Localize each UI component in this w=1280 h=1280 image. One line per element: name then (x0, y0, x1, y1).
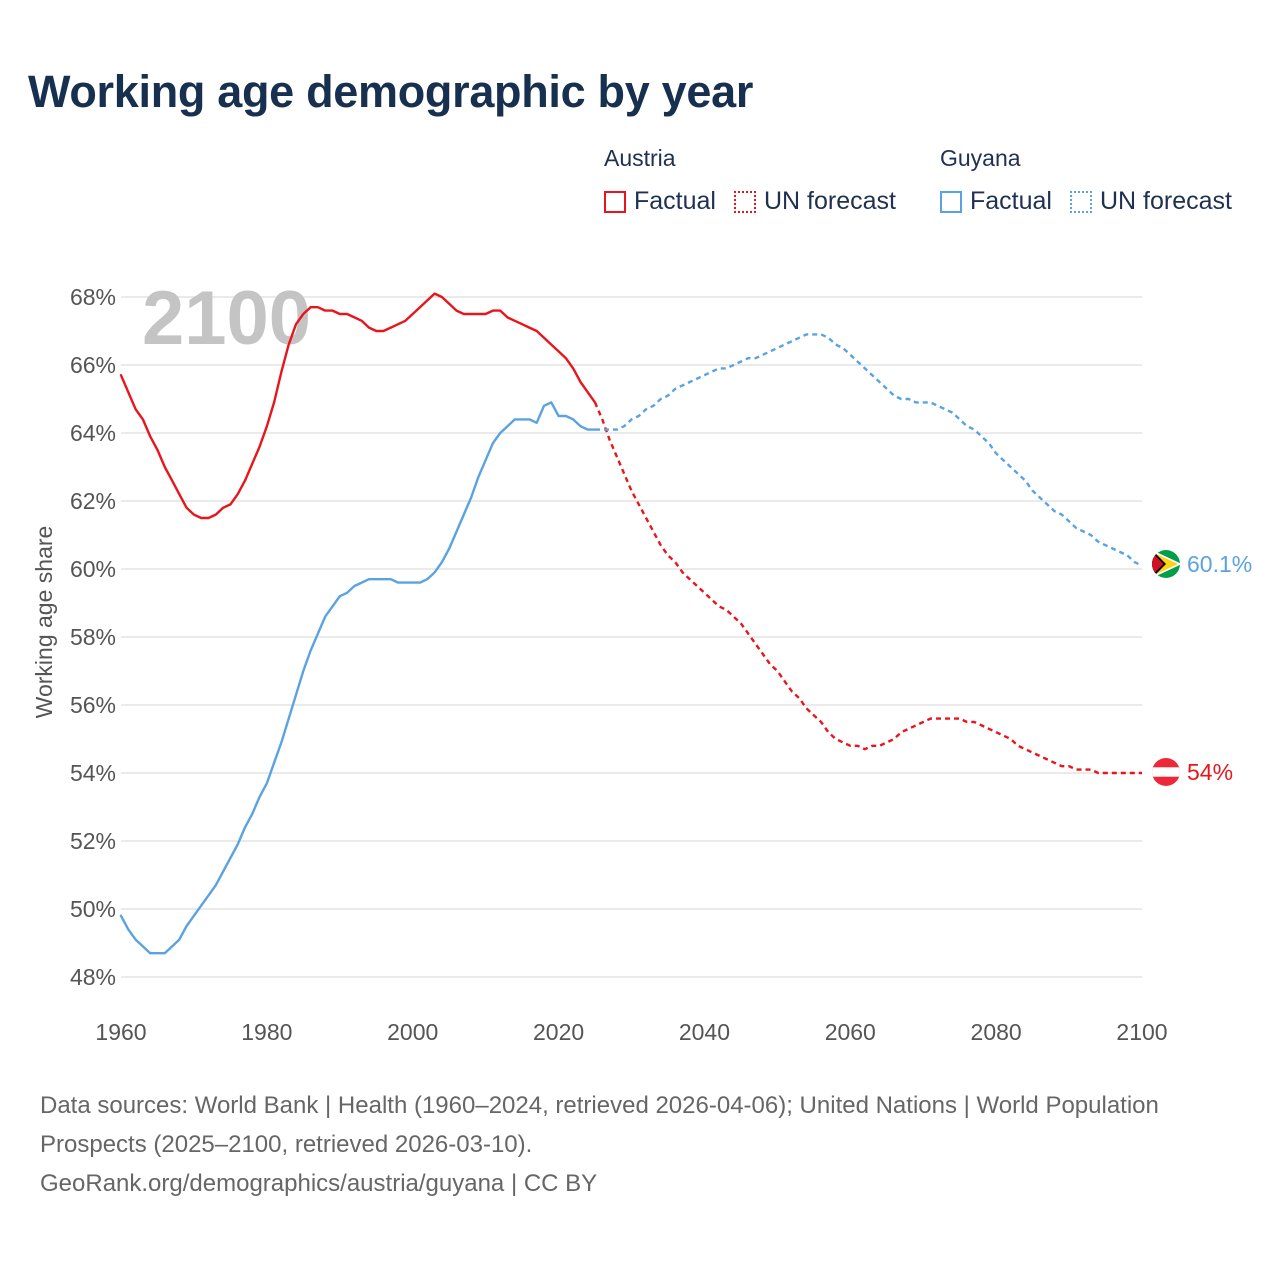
legend-label: UN forecast (763, 187, 896, 215)
legend-guyana-factual[interactable]: Factual (940, 187, 1052, 216)
austria-forecast-line (593, 401, 1142, 775)
legend-austria-forecast[interactable]: UN forecast (733, 187, 896, 216)
x-tick-label: 2060 (825, 1019, 876, 1045)
y-tick-label: 68% (70, 284, 116, 310)
legend-guyana: Guyana Factual UN forecast (940, 145, 1232, 216)
x-tick-label: 1980 (241, 1019, 292, 1045)
credit-link[interactable]: GeoRank.org/demographics/austria/guyana … (40, 1170, 598, 1197)
austria-flag-icon (1152, 758, 1180, 786)
legend-swatch-dotted (1069, 190, 1092, 213)
x-tick-label: 2000 (387, 1019, 438, 1045)
legend-label: UN forecast (1099, 187, 1232, 215)
austria-end-label: 54% (1187, 759, 1233, 785)
x-tick-label: 2020 (533, 1019, 584, 1045)
legend-austria: Austria Factual UN forecast (604, 145, 914, 216)
y-tick-label: 50% (70, 896, 116, 922)
y-tick-label: 64% (70, 420, 116, 446)
y-axis-label: Working age share (31, 526, 57, 719)
chart-title: Working age demographic by year (28, 66, 754, 117)
guyana-flag-icon (1152, 550, 1180, 578)
legend-swatch-solid (604, 190, 626, 213)
legend-country-austria: Austria (604, 145, 676, 171)
y-tick-label: 56% (70, 692, 116, 718)
y-tick-label: 54% (70, 760, 116, 786)
y-tick-label: 58% (70, 624, 116, 650)
legend-label: Factual (970, 187, 1052, 215)
x-tick-label: 1960 (95, 1019, 146, 1045)
line-chart: 48% 50% 52% 54% 56% 58% 60% 62% 64% 66% 68% 1960 198… (31, 276, 1252, 1045)
guyana-factual-line (119, 401, 597, 955)
x-tick-label: 2100 (1116, 1019, 1167, 1045)
legend-swatch-dotted (733, 190, 756, 213)
legend-guyana-forecast[interactable]: UN forecast (1069, 187, 1232, 216)
x-tick-label: 2040 (679, 1019, 730, 1045)
y-tick-label: 48% (70, 964, 116, 990)
guyana-end-label: 60.1% (1187, 551, 1252, 577)
legend-austria-factual[interactable]: Factual (604, 187, 716, 216)
y-tick-label: 52% (70, 828, 116, 854)
legend-country-guyana: Guyana (940, 145, 1021, 171)
data-sources: Data sources: World Bank | Health (1960–… (40, 1092, 1159, 1158)
y-tick-label: 62% (70, 488, 116, 514)
footer: Data sources: World Bank | Health (1960–… (40, 1086, 1200, 1203)
y-tick-label: 66% (70, 352, 116, 378)
guyana-forecast-line (595, 333, 1143, 567)
austria-factual-line (119, 292, 597, 520)
legend-label: Factual (634, 187, 716, 215)
x-tick-label: 2080 (971, 1019, 1022, 1045)
y-tick-label: 60% (70, 556, 116, 582)
legend-swatch-solid (940, 190, 962, 213)
year-overlay: 2100 (142, 276, 311, 361)
